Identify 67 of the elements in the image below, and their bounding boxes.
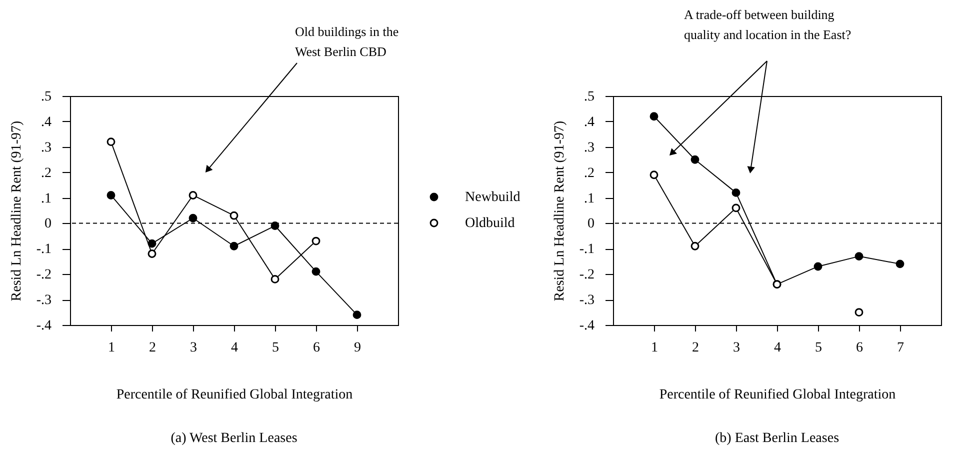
y-tick-label: -.3 (579, 293, 594, 308)
y-tick-label: -.2 (579, 268, 594, 283)
point (230, 242, 238, 250)
point (352, 310, 362, 320)
y-tick-label: -.1 (579, 242, 594, 258)
point (690, 242, 700, 250)
point (188, 191, 198, 200)
point (854, 308, 864, 316)
text: (a) West Berlin Leases (170, 431, 298, 446)
y-tick-label: -.2 (36, 268, 52, 283)
text: Old buildings in the West Berlin CBD (295, 24, 399, 59)
y-tick-label: -.1 (36, 242, 52, 258)
point (148, 250, 156, 258)
text: (b) East Berlin Leases (714, 431, 840, 446)
y-axis-title: Resid Ln Headline Rent (91-97) (9, 120, 24, 302)
point (814, 262, 822, 271)
x-tick-label: 3 (733, 340, 740, 356)
point (106, 138, 116, 146)
point (230, 211, 238, 220)
x-tick-label: 2 (692, 340, 699, 356)
point (312, 267, 320, 276)
y-axis-title: Resid Ln Headline Rent (91-97) (552, 120, 568, 302)
y-tick-label: -.4 (579, 318, 594, 334)
point (270, 274, 280, 284)
y-tick-label: .4 (584, 114, 594, 130)
x-axis-title: Percentile of Reunified Global Integration (659, 388, 896, 402)
point (148, 239, 156, 248)
x-tick-label: 7 (897, 340, 904, 356)
y-tick-label: .2 (584, 166, 594, 181)
point (106, 191, 116, 200)
point (732, 188, 740, 197)
y-tick-label: .3 (584, 140, 594, 156)
legend-label: Newbuild (465, 190, 520, 205)
y-tick-label: 0 (588, 216, 594, 232)
text: A trade-off between building quality and location in the East? (684, 7, 852, 42)
y-tick-label: .4 (41, 114, 52, 130)
x-tick-label: 6 (313, 340, 320, 356)
point (690, 155, 700, 164)
y-tick-label: .1 (584, 191, 594, 206)
x-tick-label: 2 (149, 340, 156, 356)
point (188, 214, 198, 222)
x-tick-label: 3 (190, 340, 197, 356)
x-tick-label: 5 (815, 340, 822, 356)
y-tick-label: .2 (41, 166, 52, 181)
x-tick-label: 5 (272, 340, 279, 356)
x-tick-label: 1 (108, 340, 115, 356)
x-tick-label: 1 (651, 340, 658, 356)
point (270, 222, 280, 230)
point (312, 236, 320, 246)
y-tick-label: 0 (44, 216, 52, 232)
point (650, 112, 658, 121)
y-tick-label: .5 (41, 90, 52, 104)
point (854, 252, 864, 261)
point (650, 170, 658, 180)
y-tick-label: -.4 (36, 318, 52, 334)
y-tick-label: .5 (584, 90, 594, 104)
x-tick-label: 6 (856, 340, 863, 356)
x-tick-label: 4 (774, 340, 781, 356)
point (732, 204, 740, 212)
x-axis-title: Percentile of Reunified Global Integration (116, 388, 353, 402)
legend-label: Oldbuild (465, 216, 515, 231)
x-tick-label: 4 (231, 340, 238, 356)
y-tick-label: .1 (41, 191, 52, 206)
y-tick-label: .3 (41, 140, 52, 156)
x-tick-label: 9 (354, 340, 361, 356)
point (896, 260, 904, 268)
y-tick-label: -.3 (36, 293, 52, 308)
